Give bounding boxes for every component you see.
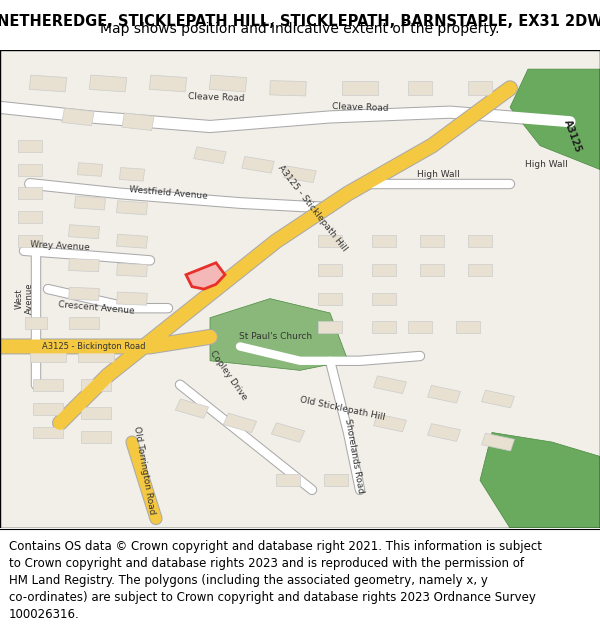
Bar [276, 474, 300, 486]
Bar [18, 235, 42, 248]
Text: HM Land Registry. The polygons (including the associated geometry, namely x, y: HM Land Registry. The polygons (includin… [9, 574, 488, 587]
Bar [68, 225, 100, 239]
Bar [175, 399, 209, 418]
Bar [78, 350, 114, 362]
Bar [62, 108, 94, 126]
Bar [69, 316, 99, 329]
Text: 100026316.: 100026316. [9, 608, 80, 621]
Text: NETHEREDGE, STICKLEPATH HILL, STICKLEPATH, BARNSTAPLE, EX31 2DW: NETHEREDGE, STICKLEPATH HILL, STICKLEPAT… [0, 14, 600, 29]
Text: Crescent Avenue: Crescent Avenue [58, 301, 134, 316]
Bar [468, 81, 492, 96]
Bar [223, 413, 257, 432]
Bar [18, 211, 42, 223]
Bar [18, 164, 42, 176]
Bar [18, 139, 42, 152]
Bar [482, 433, 514, 451]
Text: Contains OS data © Crown copyright and database right 2021. This information is : Contains OS data © Crown copyright and d… [9, 540, 542, 552]
Bar [271, 422, 305, 442]
Text: A3125 - Bickington Road: A3125 - Bickington Road [42, 342, 146, 351]
Bar [81, 379, 111, 391]
Bar [420, 264, 444, 276]
Bar [408, 321, 432, 333]
Bar [428, 424, 460, 441]
Bar [456, 321, 480, 333]
Text: West
Avenue: West Avenue [14, 283, 34, 314]
Text: Wrey Avenue: Wrey Avenue [30, 240, 90, 252]
Bar [33, 379, 63, 391]
Bar [284, 166, 316, 182]
Bar [30, 350, 66, 362]
Text: Shorelands Road: Shorelands Road [343, 418, 365, 494]
Bar [420, 235, 444, 248]
Bar [318, 321, 342, 333]
Text: Copley Drive: Copley Drive [208, 349, 248, 402]
Bar [372, 292, 396, 304]
Text: to Crown copyright and database rights 2023 and is reproduced with the permissio: to Crown copyright and database rights 2… [9, 557, 524, 570]
Bar [194, 147, 226, 164]
Bar [318, 235, 342, 248]
Bar [68, 259, 100, 272]
Bar [81, 431, 111, 443]
Bar [209, 75, 247, 92]
Bar [29, 75, 67, 92]
Text: A3125: A3125 [562, 118, 584, 154]
Bar [116, 234, 148, 248]
Bar [468, 264, 492, 276]
Bar [116, 201, 148, 215]
Bar [482, 390, 514, 408]
Polygon shape [480, 432, 600, 528]
Bar [342, 81, 378, 96]
Bar [33, 426, 63, 439]
Bar [119, 168, 145, 181]
Bar [374, 414, 406, 432]
Bar [77, 162, 103, 176]
Bar [372, 264, 396, 276]
Text: Cleave Road: Cleave Road [188, 92, 244, 103]
Polygon shape [186, 262, 225, 289]
Text: Old Torrington Road: Old Torrington Road [132, 426, 156, 516]
Bar [116, 292, 148, 305]
Bar [81, 408, 111, 419]
Bar [372, 235, 396, 248]
Bar [324, 474, 348, 486]
Bar [318, 292, 342, 304]
Text: Map shows position and indicative extent of the property.: Map shows position and indicative extent… [100, 22, 500, 36]
Bar [68, 288, 100, 301]
Text: High Wall: High Wall [416, 170, 460, 179]
Polygon shape [210, 299, 348, 371]
Text: co-ordinates) are subject to Crown copyright and database rights 2023 Ordnance S: co-ordinates) are subject to Crown copyr… [9, 591, 536, 604]
Text: St Paul's Church: St Paul's Church [239, 332, 313, 341]
Bar [122, 113, 154, 131]
Bar [242, 156, 274, 173]
Bar [89, 75, 127, 92]
Bar [374, 376, 406, 394]
Bar [468, 235, 492, 248]
Bar [33, 402, 63, 414]
Bar [25, 316, 47, 329]
Text: Cleave Road: Cleave Road [332, 102, 388, 113]
Bar [149, 75, 187, 92]
Bar [318, 264, 342, 276]
Text: Westfield Avenue: Westfield Avenue [128, 186, 208, 201]
Bar [269, 81, 307, 96]
Bar [428, 386, 460, 403]
Bar [372, 321, 396, 333]
Bar [408, 81, 432, 96]
Text: A3125 - Sticklepath Hill: A3125 - Sticklepath Hill [275, 163, 349, 252]
Bar [116, 263, 148, 276]
Text: High Wall: High Wall [524, 160, 568, 169]
Text: Old Sticklepath Hill: Old Sticklepath Hill [299, 395, 385, 422]
Polygon shape [510, 69, 600, 169]
Bar [74, 196, 106, 210]
Bar [18, 188, 42, 199]
